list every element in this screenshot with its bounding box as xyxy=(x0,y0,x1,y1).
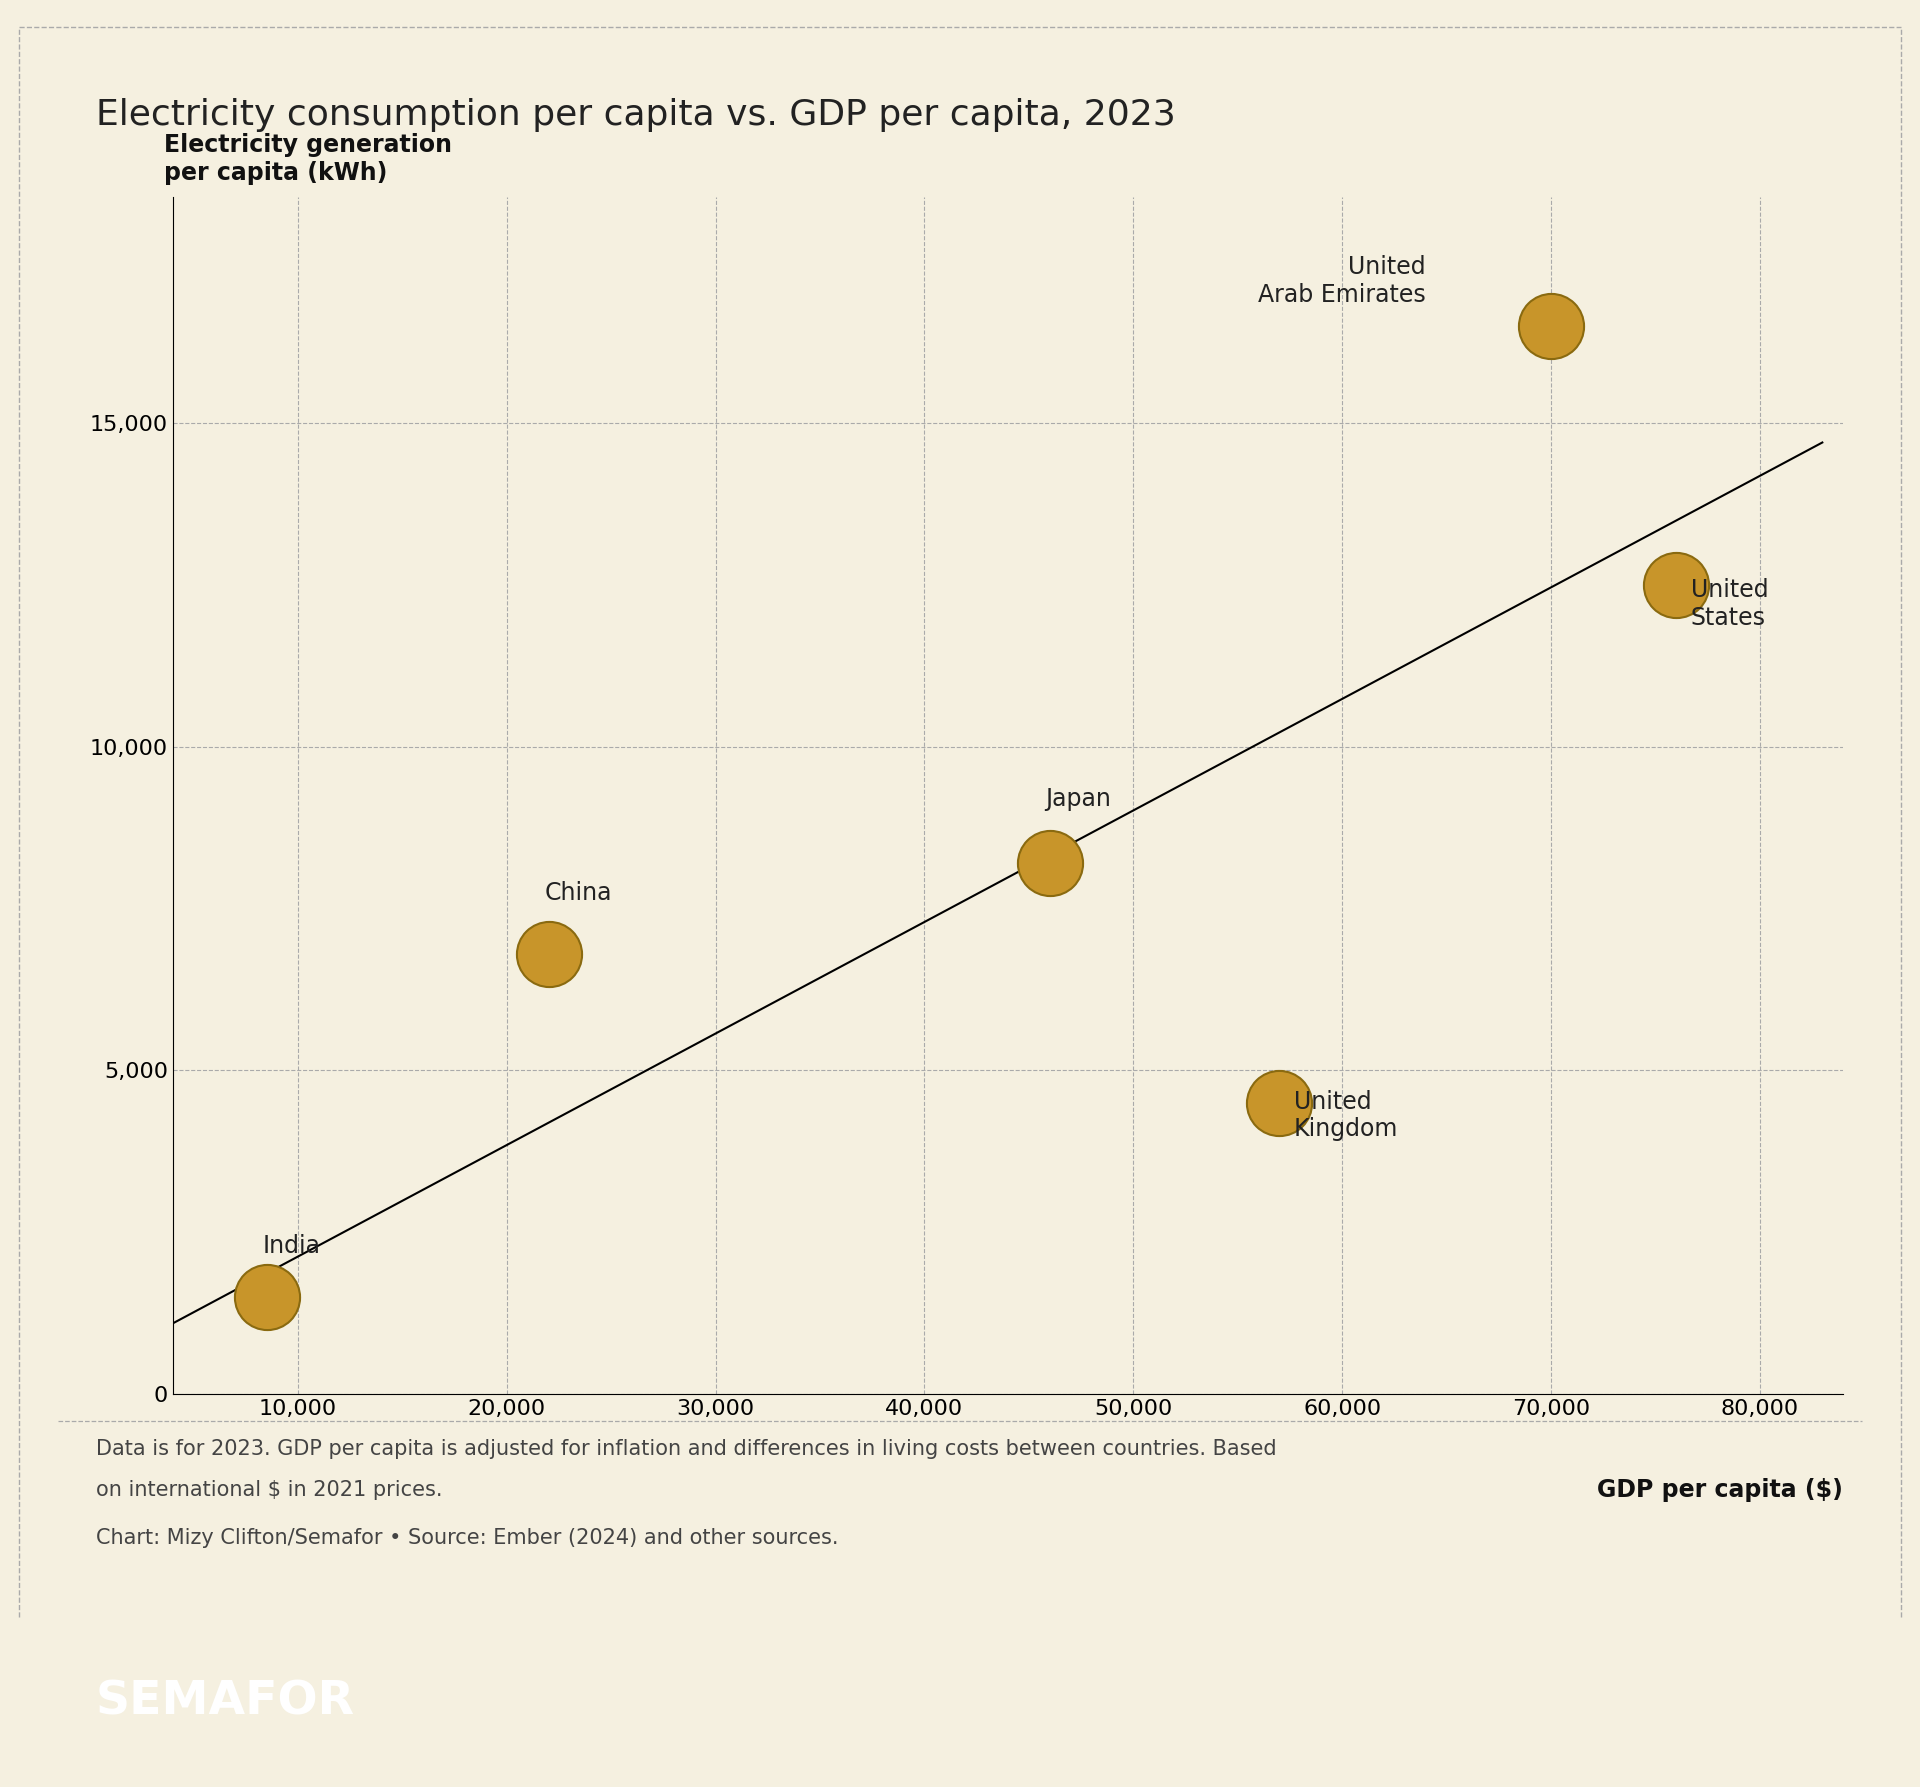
Point xyxy=(1536,311,1567,340)
Text: United
Arab Emirates: United Arab Emirates xyxy=(1258,256,1425,307)
Text: Electricity consumption per capita vs. GDP per capita, 2023: Electricity consumption per capita vs. G… xyxy=(96,98,1175,132)
Point xyxy=(1035,849,1066,877)
Text: GDP per capita ($): GDP per capita ($) xyxy=(1597,1478,1843,1501)
Text: on international $ in 2021 prices.: on international $ in 2021 prices. xyxy=(96,1480,442,1499)
Point xyxy=(252,1283,282,1312)
Text: SEMAFOR: SEMAFOR xyxy=(96,1680,355,1724)
Point xyxy=(534,940,564,969)
Text: Data is for 2023. GDP per capita is adjusted for inflation and differences in li: Data is for 2023. GDP per capita is adju… xyxy=(96,1439,1277,1458)
Text: United
Kingdom: United Kingdom xyxy=(1294,1090,1398,1142)
Point xyxy=(1263,1088,1294,1117)
Text: United
States: United States xyxy=(1692,579,1768,631)
Text: Japan: Japan xyxy=(1046,788,1112,811)
Point xyxy=(1661,570,1692,599)
Text: Chart: Mizy Clifton/Semafor • Source: Ember (2024) and other sources.: Chart: Mizy Clifton/Semafor • Source: Em… xyxy=(96,1528,839,1548)
Text: Electricity generation
per capita (kWh): Electricity generation per capita (kWh) xyxy=(165,132,453,184)
Text: China: China xyxy=(545,881,612,906)
Text: India: India xyxy=(263,1235,321,1258)
